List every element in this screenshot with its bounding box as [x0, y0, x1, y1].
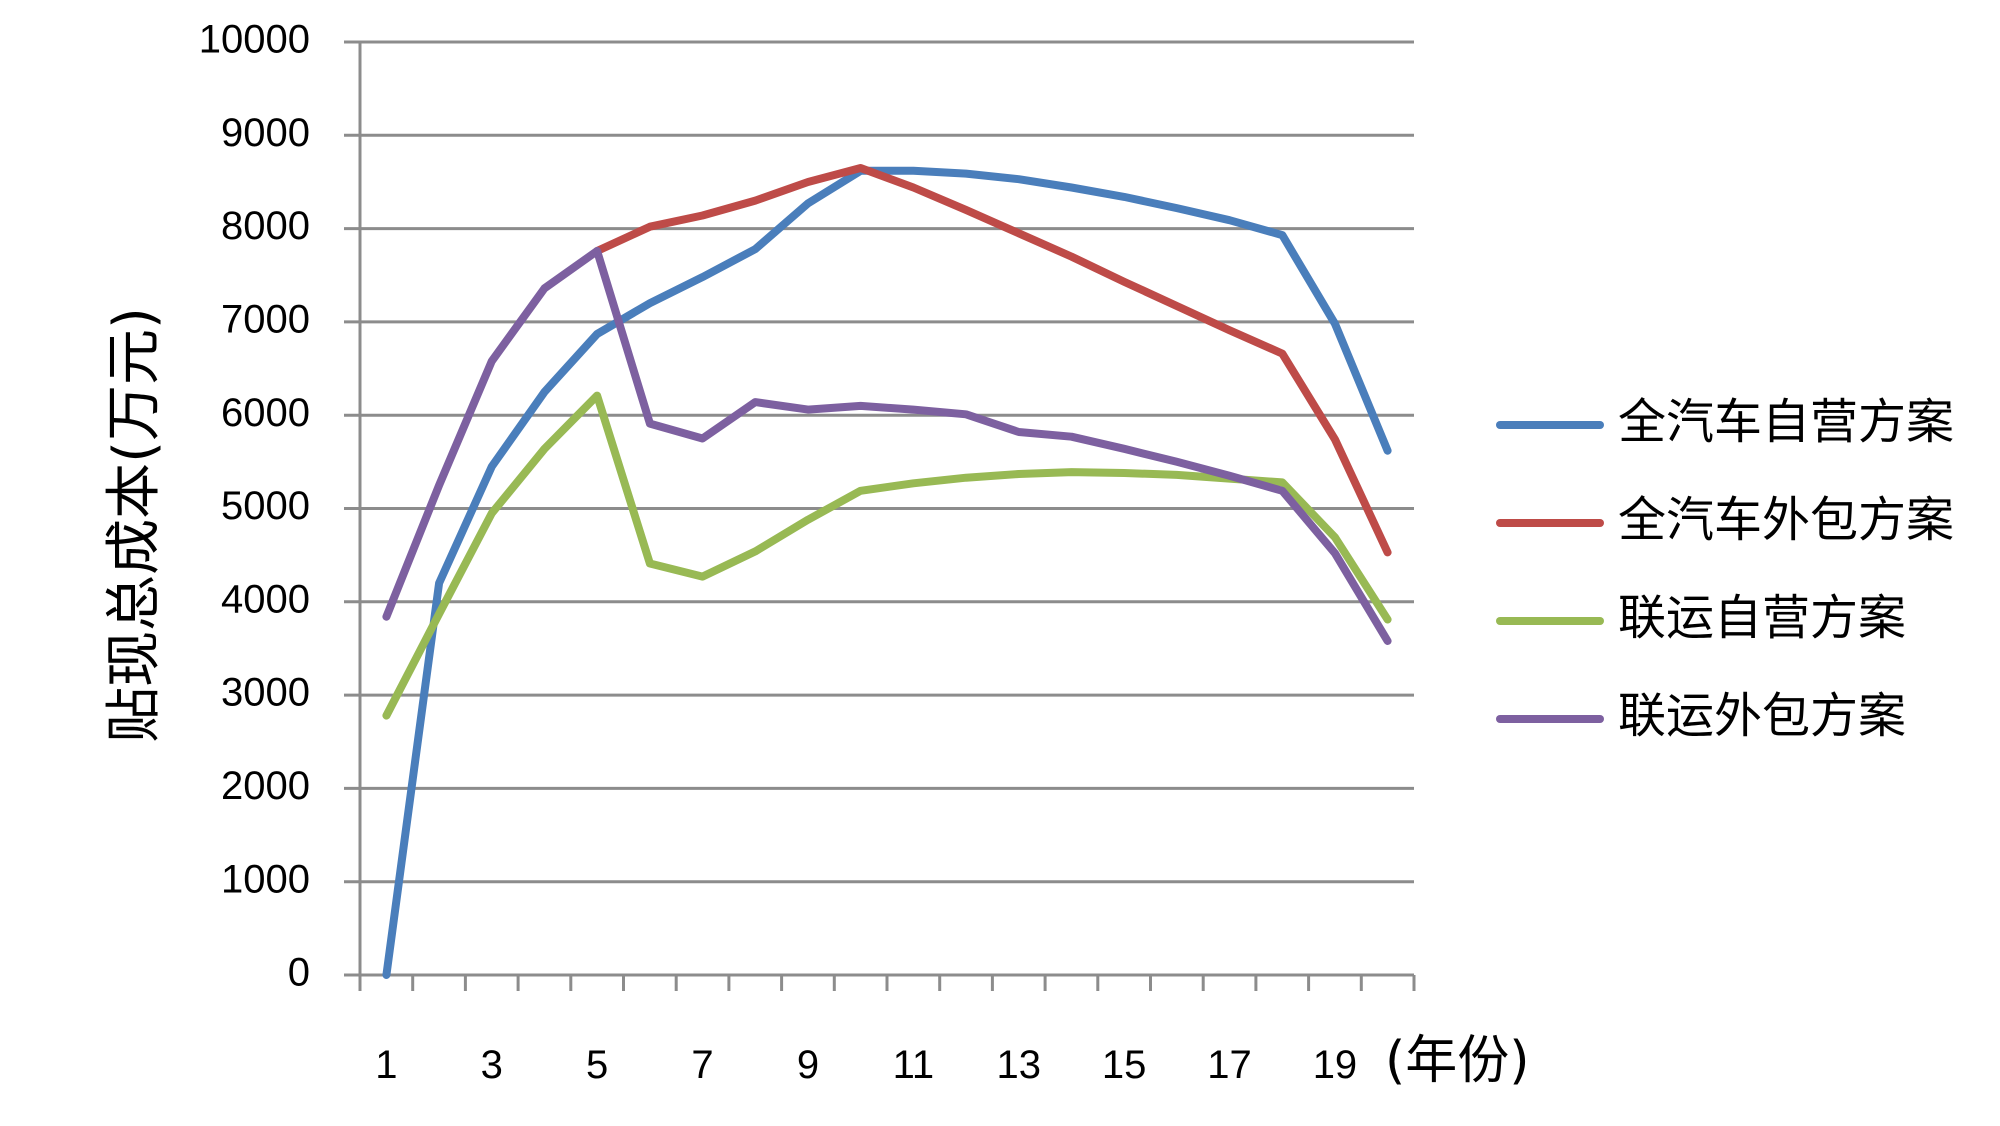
y-tick-label: 2000	[221, 764, 310, 808]
x-tick-label: 15	[1102, 1043, 1147, 1087]
y-tick-label: 1000	[221, 857, 310, 901]
x-axis-unit-label: (年份)	[1385, 1031, 1530, 1091]
x-tick-label: 11	[893, 1043, 935, 1087]
legend-item-4: 联运外包方案	[1496, 688, 1906, 744]
gridlines	[344, 40, 1414, 977]
y-tick-label: 8000	[221, 204, 310, 248]
x-tick-label: 17	[1207, 1043, 1252, 1087]
legend-label: 联运自营方案	[1618, 590, 1906, 646]
x-tick-labels: 1 3 5 7 9 11 13 15 17 19	[375, 1043, 1357, 1087]
legend-label: 全汽车自营方案	[1618, 394, 1954, 450]
series-lines	[382, 164, 1392, 979]
y-tick-label: 9000	[221, 111, 310, 155]
y-tick-label: 3000	[221, 671, 310, 715]
series-line-2	[593, 164, 1392, 557]
axes	[358, 42, 1416, 991]
series-line-1	[382, 166, 1392, 979]
legend-item-2: 全汽车外包方案	[1496, 492, 1954, 548]
y-tick-label: 5000	[221, 484, 310, 528]
legend-item-1: 全汽车自营方案	[1496, 394, 1954, 450]
y-axis-label: 贴现总成本(万元)	[102, 307, 167, 743]
y-tick-label: 6000	[221, 391, 310, 435]
y-tick-label: 0	[288, 951, 310, 995]
x-tick-label: 19	[1313, 1043, 1358, 1087]
series-line-4	[382, 247, 1392, 645]
y-tick-label: 4000	[221, 577, 310, 621]
legend-label: 联运外包方案	[1618, 688, 1906, 744]
legend-item-3: 联运自营方案	[1496, 590, 1906, 646]
y-tick-labels: 0 1000 2000 3000 4000 5000 6000 7000 8000 9000 100…	[199, 18, 310, 995]
x-tick-label: 9	[797, 1043, 819, 1087]
y-tick-label: 10000	[199, 18, 310, 62]
x-tick-label: 3	[481, 1043, 503, 1087]
legend-label: 全汽车外包方案	[1618, 492, 1954, 548]
x-tick-label: 7	[691, 1043, 713, 1087]
y-tick-label: 7000	[221, 297, 310, 341]
series-line-3	[382, 391, 1392, 720]
x-tick-label: 1	[375, 1043, 397, 1087]
x-tick-label: 5	[586, 1043, 608, 1087]
x-tick-label: 13	[997, 1043, 1042, 1087]
